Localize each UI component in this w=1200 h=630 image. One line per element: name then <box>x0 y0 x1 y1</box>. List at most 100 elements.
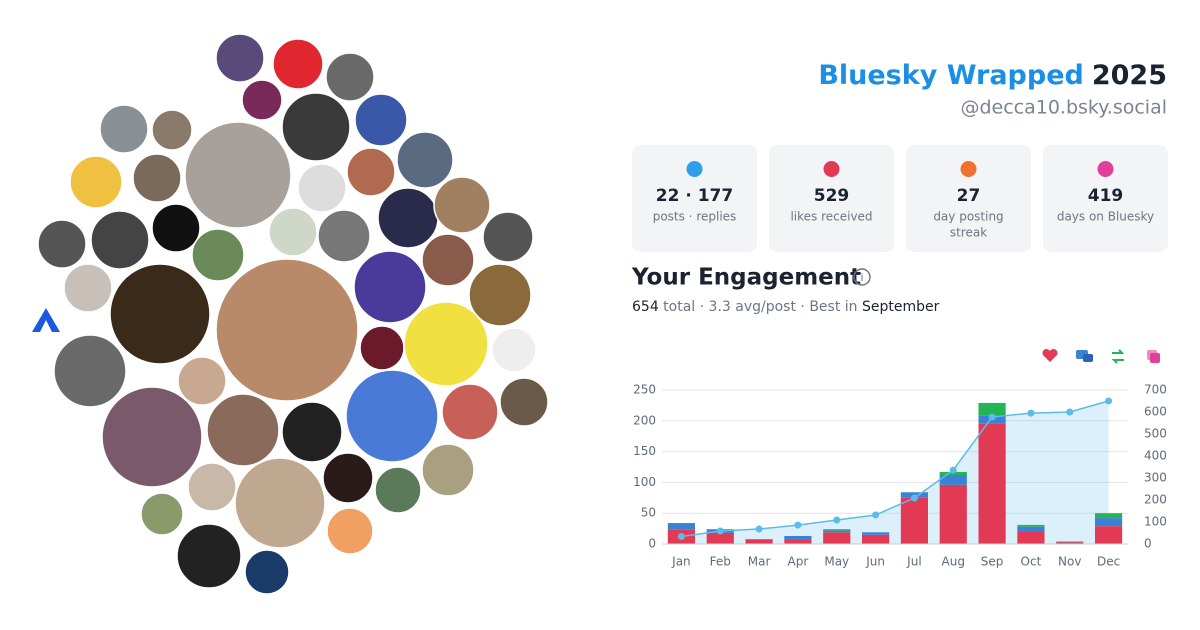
avatar[interactable] <box>132 153 182 203</box>
avatar[interactable] <box>69 155 123 209</box>
avatar[interactable] <box>177 356 227 406</box>
avatar[interactable] <box>325 52 375 102</box>
bar-segment <box>1094 518 1123 527</box>
title: Bluesky Wrapped 2025 <box>818 60 1167 91</box>
info-icon[interactable] <box>853 268 871 286</box>
handle: @decca10.bsky.social <box>960 97 1167 119</box>
bar-segment <box>861 534 890 544</box>
stat-card <box>632 145 757 252</box>
y2-tick-label: 400 <box>1144 449 1167 463</box>
line-point <box>833 516 841 524</box>
chart: 0 50 100 150 200 250 0 100 200 300 400 500 600 700 Jan… <box>633 383 1167 569</box>
bar-segment <box>1017 524 1045 527</box>
y-tick-label: 200 <box>633 413 656 427</box>
avatar[interactable] <box>241 79 283 121</box>
y2-tick-label: 100 <box>1144 515 1167 529</box>
logo <box>32 308 60 332</box>
y-tick-label: 150 <box>633 444 656 458</box>
avatar[interactable] <box>99 104 149 154</box>
line-point <box>755 525 763 533</box>
avatar[interactable] <box>441 383 499 441</box>
stat-label: streak <box>950 226 987 240</box>
stat-label: day posting <box>933 210 1003 224</box>
line-point <box>1105 397 1113 405</box>
bar-segment <box>784 535 812 540</box>
bar-segment <box>1017 526 1045 532</box>
summary-best: September <box>862 299 940 315</box>
avatar[interactable] <box>396 131 454 189</box>
summary: 654 total · 3.3 avg/post · Best in Septe… <box>632 299 940 315</box>
avatar-cloud <box>32 33 549 595</box>
avatar[interactable] <box>433 176 491 234</box>
line-point <box>910 494 918 502</box>
avatar[interactable] <box>176 523 242 589</box>
avatar[interactable] <box>191 228 245 282</box>
legend <box>1042 348 1160 364</box>
avatar[interactable] <box>215 258 359 402</box>
avatar[interactable] <box>90 210 150 270</box>
bar-segment <box>667 523 696 530</box>
summary-total: 654 <box>632 299 659 315</box>
avatar[interactable] <box>499 377 549 427</box>
avatar[interactable] <box>268 207 318 257</box>
avatar[interactable] <box>234 457 326 549</box>
line-point <box>794 521 802 529</box>
avatar[interactable] <box>322 452 374 504</box>
avatar[interactable] <box>421 233 475 287</box>
bar-segment <box>1056 542 1084 544</box>
avatar[interactable] <box>421 443 475 497</box>
bar-segment <box>978 423 1006 544</box>
avatar[interactable] <box>491 327 537 373</box>
y2-tick-label: 600 <box>1144 405 1167 419</box>
line-point <box>949 466 957 474</box>
bar-segment <box>1094 526 1123 544</box>
stat-icon <box>823 161 840 177</box>
y2-tick-label: 500 <box>1144 427 1167 441</box>
avatar[interactable] <box>63 263 113 313</box>
bar-segment <box>861 532 890 535</box>
avatar[interactable] <box>403 301 489 387</box>
legend-reposts[interactable] <box>1111 349 1125 364</box>
avatar[interactable] <box>345 369 439 463</box>
avatar[interactable] <box>326 507 374 555</box>
avatar[interactable] <box>468 263 532 327</box>
avatar[interactable] <box>215 33 265 83</box>
avatar[interactable] <box>244 549 290 595</box>
avatar[interactable] <box>37 219 87 269</box>
avatar[interactable] <box>281 401 343 463</box>
summary-text: total · 3.3 avg/post · Best in <box>659 299 862 315</box>
bar-segment <box>1056 541 1084 543</box>
x-tick-label: Jan <box>671 555 691 569</box>
y-tick-label: 0 <box>648 537 656 551</box>
stat-value: 529 <box>814 186 850 206</box>
avatar[interactable] <box>53 334 127 408</box>
avatar[interactable] <box>482 211 534 263</box>
stat-card <box>1043 145 1168 252</box>
legend-likes[interactable] <box>1042 348 1058 362</box>
avatar[interactable] <box>109 263 211 365</box>
avatar[interactable] <box>206 393 280 467</box>
avatar[interactable] <box>281 92 351 162</box>
avatar[interactable] <box>359 325 405 371</box>
avatar[interactable] <box>354 93 408 147</box>
avatar[interactable] <box>377 187 439 249</box>
avatar[interactable] <box>353 250 427 324</box>
avatar[interactable] <box>346 147 396 197</box>
avatar[interactable] <box>140 492 184 536</box>
stat-card <box>906 145 1031 252</box>
line-point <box>988 413 996 421</box>
avatar[interactable] <box>272 38 324 90</box>
stat-label: posts · replies <box>653 210 737 224</box>
avatar[interactable] <box>101 386 203 488</box>
avatar[interactable] <box>374 466 422 514</box>
avatar[interactable] <box>151 203 201 253</box>
avatar[interactable] <box>297 163 347 213</box>
bar-segment <box>939 475 967 485</box>
avatar[interactable] <box>187 462 237 512</box>
avatar[interactable] <box>151 109 193 151</box>
avatar[interactable] <box>317 209 371 263</box>
y-tick-label: 50 <box>641 506 656 520</box>
y2-tick-label: 0 <box>1144 537 1152 551</box>
avatar[interactable] <box>184 121 292 229</box>
